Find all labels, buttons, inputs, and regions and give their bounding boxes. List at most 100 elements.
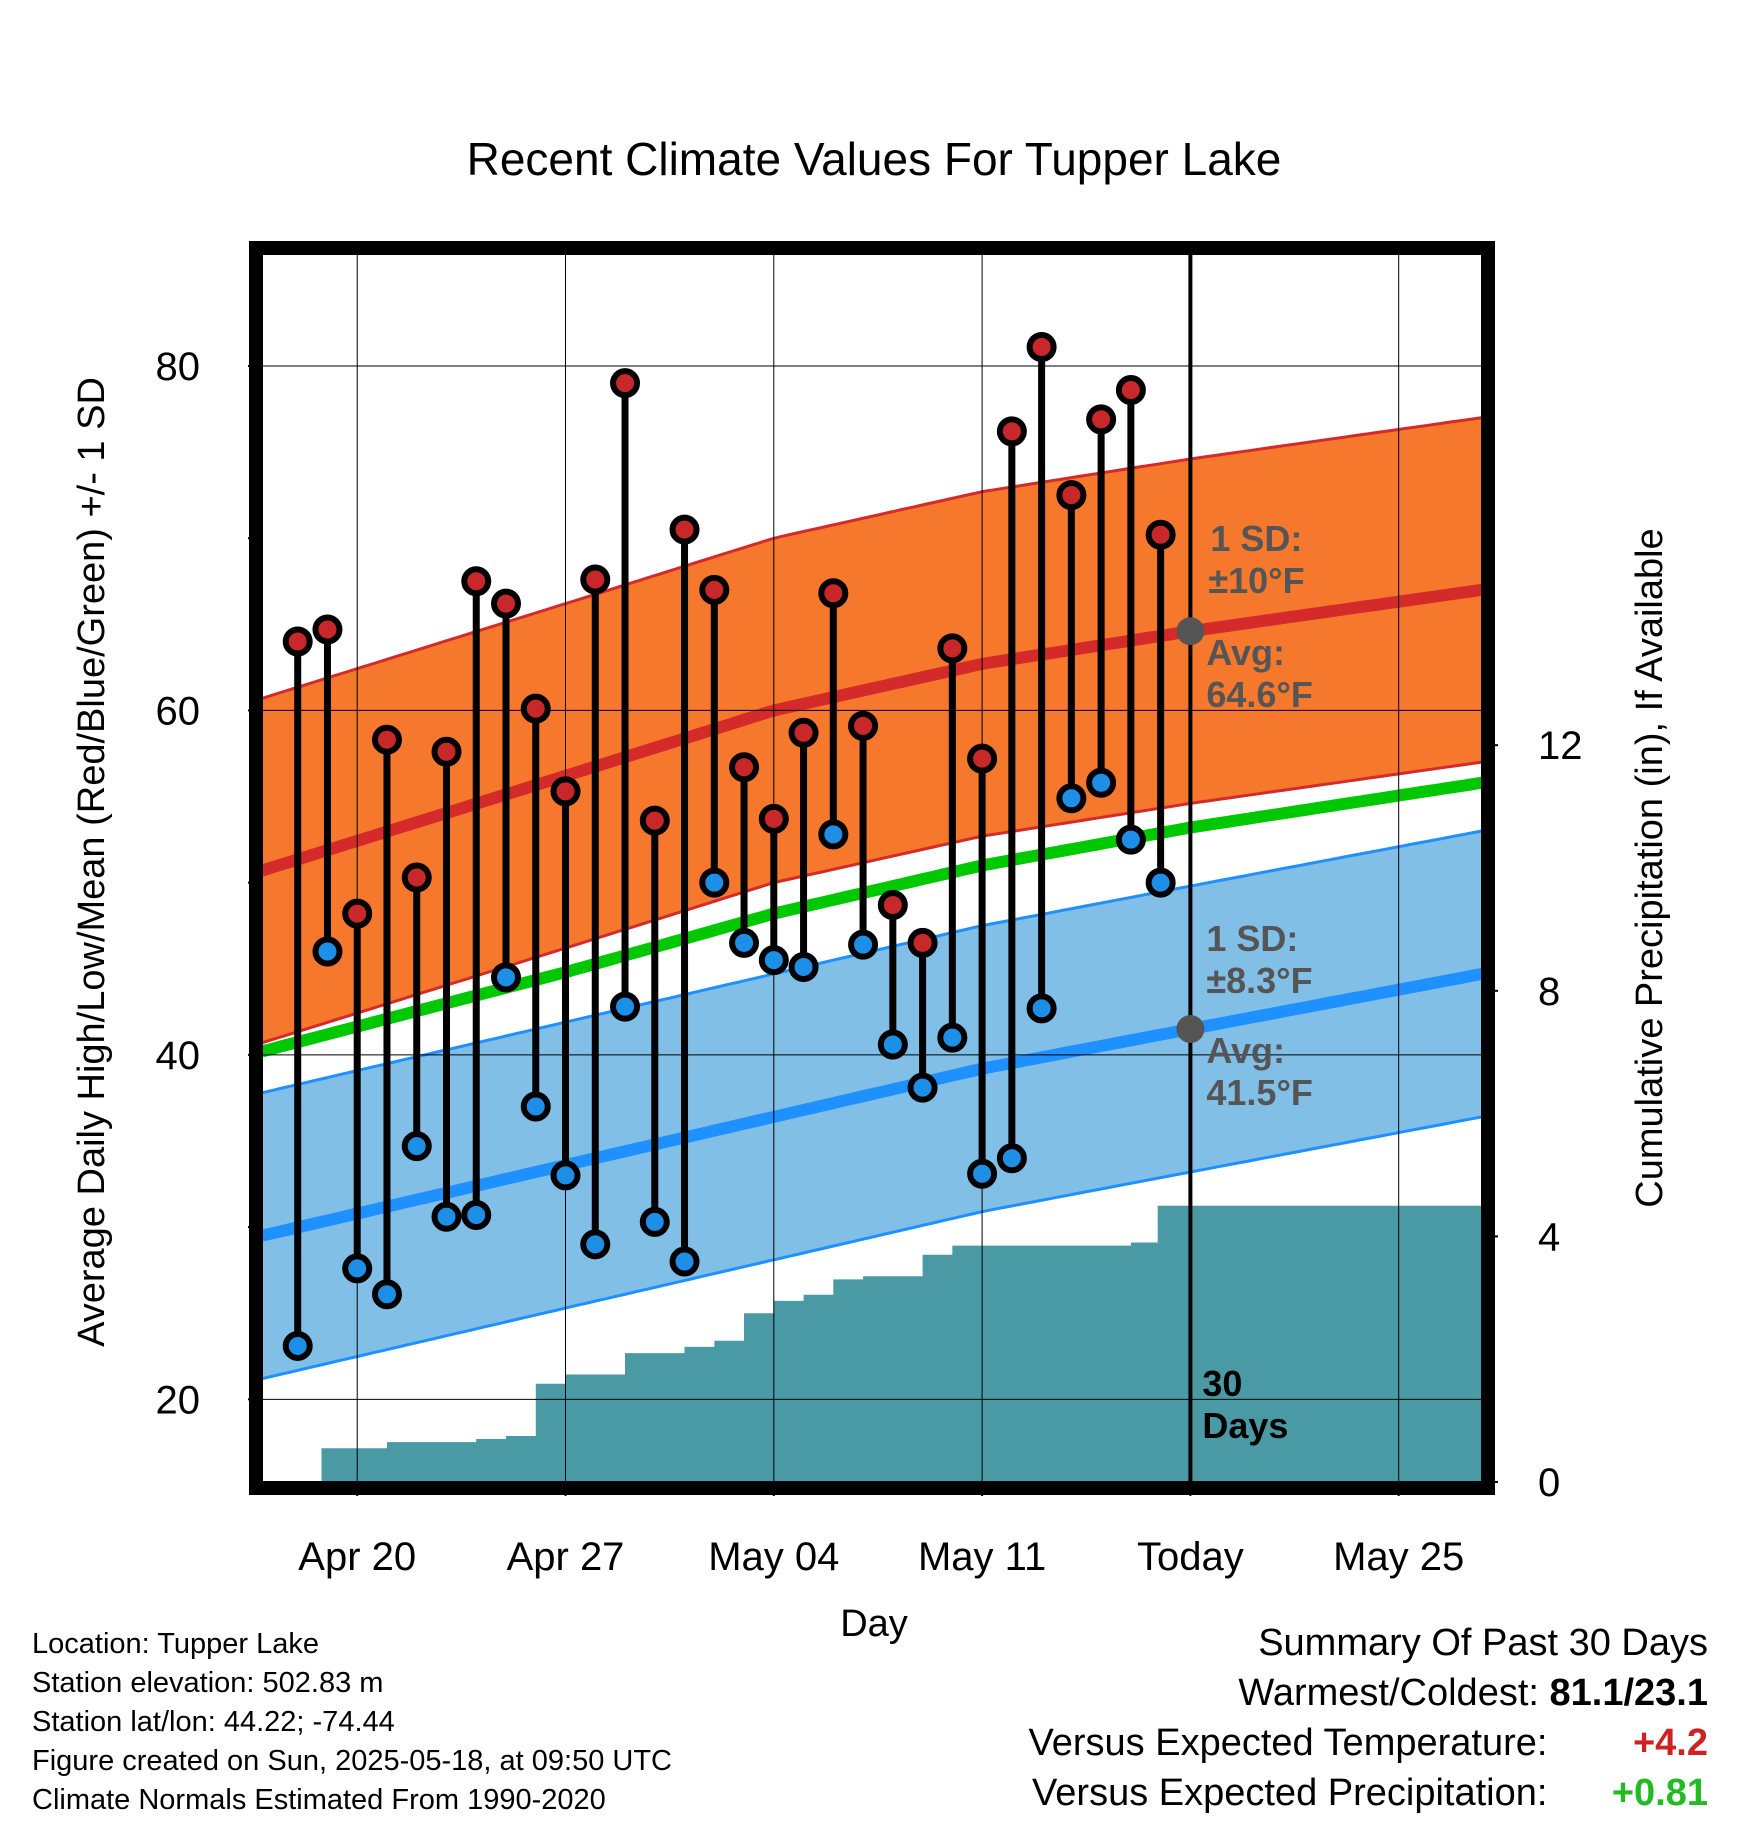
high-avg-annotation-line1: Avg: bbox=[1206, 632, 1285, 673]
daily-high-point bbox=[818, 578, 849, 609]
daily-low-point bbox=[1086, 767, 1117, 798]
daily-low-point bbox=[520, 1091, 551, 1122]
daily-low-point bbox=[401, 1131, 432, 1162]
mean-normal-line bbox=[262, 776, 1482, 1058]
daily-high-point bbox=[1056, 480, 1087, 511]
daily-low-point bbox=[669, 1246, 700, 1277]
daily-high-point bbox=[520, 693, 551, 724]
x-axis-label: Day bbox=[840, 1603, 908, 1645]
y-tick-label-right: 0 bbox=[1538, 1461, 1560, 1505]
x-tick-label: May 25 bbox=[1333, 1535, 1464, 1579]
daily-low-point bbox=[967, 1158, 998, 1189]
summary-warmest-label: Warmest/Coldest: bbox=[1238, 1672, 1539, 1714]
daily-high-point bbox=[669, 514, 700, 545]
daily-low-point bbox=[877, 1029, 908, 1060]
daily-high-point bbox=[461, 566, 492, 597]
daily-high-point bbox=[1086, 404, 1117, 435]
daily-low-point bbox=[491, 962, 521, 993]
high-sd-lower-line bbox=[262, 760, 1482, 1045]
daily-low-point bbox=[996, 1143, 1027, 1174]
daily-high-point bbox=[550, 776, 581, 807]
summary-warmest-value: 81.1/23.1 bbox=[1549, 1672, 1708, 1714]
daily-low-point bbox=[461, 1200, 492, 1231]
y-tick-label-right: 8 bbox=[1538, 970, 1560, 1014]
daily-high-point bbox=[937, 633, 968, 664]
y-axis-label-left: Average Daily High/Low/Mean (Red/Blue/Gr… bbox=[71, 377, 113, 1347]
daily-high-point bbox=[401, 862, 432, 893]
daily-low-point bbox=[312, 936, 343, 967]
summary-temp-value: +4.2 bbox=[1632, 1722, 1708, 1764]
daily-high-point bbox=[729, 752, 760, 783]
daily-high-point bbox=[848, 710, 879, 741]
daily-low-point bbox=[282, 1330, 313, 1361]
daily-high-point bbox=[342, 898, 373, 929]
daily-low-point bbox=[342, 1253, 373, 1284]
low-normal-line bbox=[262, 968, 1482, 1242]
high-sd-annotation-line1: 1 SD: bbox=[1210, 518, 1302, 559]
daily-low-point bbox=[699, 867, 730, 898]
daily-high-point bbox=[639, 805, 670, 836]
daily-high-point bbox=[610, 368, 641, 399]
daily-low-point bbox=[371, 1279, 402, 1310]
daily-low-point bbox=[580, 1229, 611, 1260]
low-sd-annotation-line1: 1 SD: bbox=[1206, 918, 1298, 959]
today-low-avg-marker bbox=[1176, 1015, 1205, 1044]
daily-high-point bbox=[996, 416, 1027, 447]
daily-low-point bbox=[550, 1160, 581, 1191]
info-normals: Climate Normals Estimated From 1990-2020 bbox=[32, 1784, 606, 1816]
y-tick-label-right: 12 bbox=[1538, 724, 1583, 768]
daily-low-point bbox=[937, 1022, 968, 1053]
low-avg-annotation-line2: 41.5°F bbox=[1206, 1072, 1312, 1113]
low-avg-annotation-line1: Avg: bbox=[1206, 1030, 1285, 1071]
x-tick-label: Apr 27 bbox=[507, 1535, 625, 1579]
daily-high-point bbox=[877, 890, 908, 921]
days-annotation-line2: Days bbox=[1202, 1405, 1288, 1446]
info-created: Figure created on Sun, 2025-05-18, at 09… bbox=[32, 1745, 672, 1777]
daily-high-point bbox=[967, 743, 998, 774]
daily-high-point bbox=[282, 626, 313, 657]
daily-high-point bbox=[371, 724, 402, 755]
y-axis-label-right: Cumulative Precipitation (in), If Availa… bbox=[1629, 528, 1671, 1207]
high-normal-line bbox=[262, 583, 1482, 877]
y-tick-label-left: 60 bbox=[156, 689, 201, 733]
summary-precip-label: Versus Expected Precipitation: bbox=[1032, 1772, 1548, 1814]
high-sd-annotation-line2: ±10°F bbox=[1208, 560, 1304, 601]
precip-area bbox=[297, 1205, 1482, 1482]
y-tick-label-left: 20 bbox=[156, 1378, 201, 1422]
summary-warmest-row: Warmest/Coldest: 81.1/23.1 bbox=[1238, 1672, 1708, 1715]
plot-frame bbox=[249, 241, 1495, 1495]
high-avg-annotation-line2: 64.6°F bbox=[1206, 674, 1312, 715]
info-latlon: Station lat/lon: 44.22; -74.44 bbox=[32, 1706, 395, 1738]
daily-high-point bbox=[1145, 519, 1176, 550]
summary-precip-row: Versus Expected Precipitation: +0.81 bbox=[1032, 1772, 1708, 1815]
daily-low-point bbox=[639, 1206, 670, 1237]
daily-low-point bbox=[848, 929, 879, 960]
daily-low-point bbox=[758, 945, 789, 976]
summary-temp-row: Versus Expected Temperature: +4.2 bbox=[1029, 1722, 1708, 1765]
x-tick-label: May 11 bbox=[918, 1535, 1046, 1579]
daily-high-point bbox=[907, 927, 938, 958]
daily-low-point bbox=[729, 927, 760, 958]
daily-low-point bbox=[1026, 993, 1057, 1024]
daily-high-point bbox=[312, 614, 343, 645]
high-sd-upper-line bbox=[262, 416, 1482, 700]
daily-low-point bbox=[610, 991, 641, 1022]
x-tick-label: Today bbox=[1137, 1535, 1244, 1579]
low-sd-band bbox=[262, 831, 1482, 1379]
daily-low-point bbox=[818, 819, 849, 850]
summary-precip-value: +0.81 bbox=[1611, 1772, 1708, 1814]
daily-high-point bbox=[1115, 375, 1146, 406]
summary-title: Summary Of Past 30 Days bbox=[1258, 1622, 1708, 1664]
chart-title: Recent Climate Values For Tupper Lake bbox=[467, 133, 1282, 185]
daily-low-point bbox=[1056, 783, 1087, 814]
summary-temp-label: Versus Expected Temperature: bbox=[1028, 1722, 1548, 1764]
daily-low-point bbox=[1115, 824, 1146, 855]
today-high-avg-marker bbox=[1176, 617, 1205, 646]
daily-high-point bbox=[1026, 332, 1057, 363]
x-tick-label: Apr 20 bbox=[298, 1535, 416, 1579]
daily-high-point bbox=[580, 564, 611, 595]
daily-high-point bbox=[699, 574, 730, 605]
